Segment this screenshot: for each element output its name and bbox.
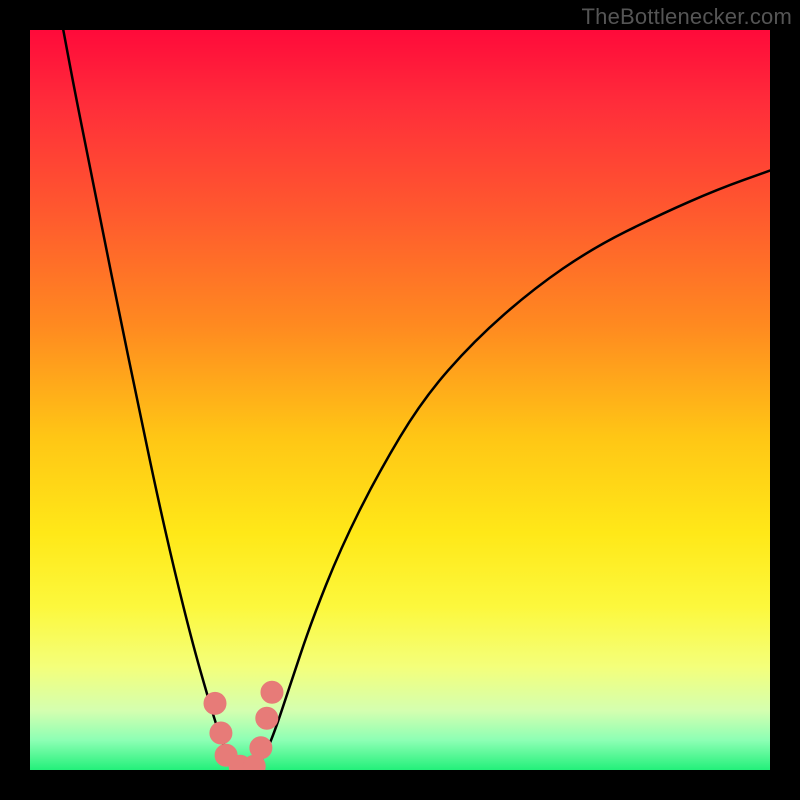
optimal-marker bbox=[204, 692, 226, 714]
bottleneck-chart bbox=[0, 0, 800, 800]
figure-root: TheBottlenecker.com bbox=[0, 0, 800, 800]
optimal-marker bbox=[250, 737, 272, 759]
plot-background bbox=[30, 30, 770, 770]
optimal-marker bbox=[261, 681, 283, 703]
optimal-marker bbox=[210, 722, 232, 744]
optimal-marker bbox=[256, 707, 278, 729]
